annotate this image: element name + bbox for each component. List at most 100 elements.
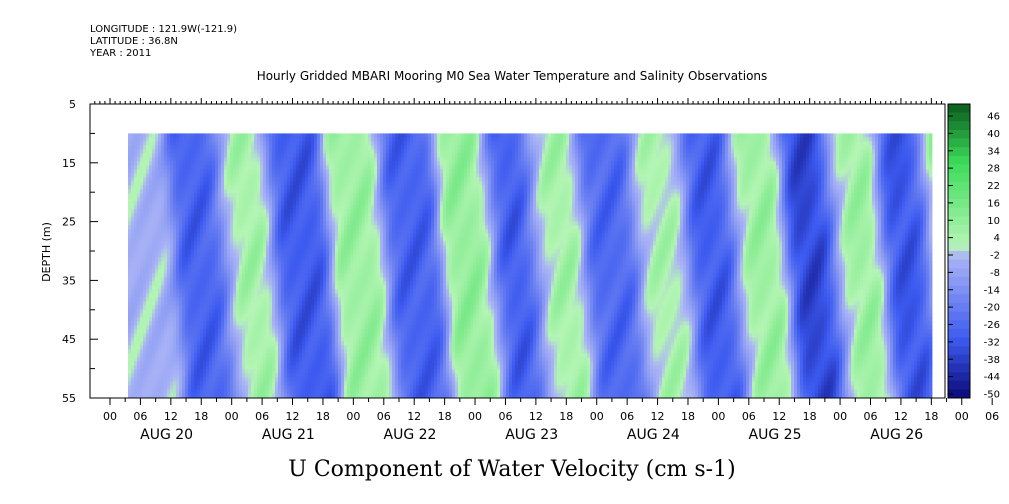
heatmap-cell <box>290 189 293 193</box>
heatmap-cell <box>254 361 257 365</box>
heatmap-cell <box>275 205 278 209</box>
heatmap-cell <box>221 197 224 201</box>
heatmap-cell <box>293 229 296 233</box>
heatmap-cell <box>251 189 254 193</box>
heatmap-cell <box>332 285 335 289</box>
heatmap-cell <box>173 381 176 385</box>
heatmap-cell <box>200 357 203 361</box>
heatmap-cell <box>311 197 314 201</box>
heatmap-cell <box>158 173 161 177</box>
heatmap-cell <box>140 337 143 341</box>
heatmap-cell <box>293 261 296 265</box>
heatmap-cell <box>218 209 221 213</box>
heatmap-cell <box>314 173 317 177</box>
heatmap-cell <box>347 385 350 389</box>
heatmap-cell <box>155 273 158 277</box>
heatmap-cell <box>248 137 251 141</box>
heatmap-cell <box>191 381 194 385</box>
heatmap-cell <box>185 349 188 353</box>
heatmap-cell <box>293 137 296 141</box>
heatmap-cell <box>257 361 260 365</box>
heatmap-cell <box>344 261 347 265</box>
heatmap-cell <box>344 137 347 141</box>
heatmap-cell <box>128 345 131 349</box>
heatmap-cell <box>350 245 353 249</box>
heatmap-cell <box>341 337 344 341</box>
heatmap-cell <box>164 165 167 169</box>
heatmap-cell <box>215 393 218 397</box>
heatmap-cell <box>341 193 344 197</box>
heatmap-cell <box>317 257 320 261</box>
heatmap-cell <box>245 393 248 397</box>
heatmap-cell <box>317 145 320 149</box>
heatmap-cell <box>311 173 314 177</box>
heatmap-cell <box>242 305 245 309</box>
heatmap-cell <box>287 133 290 137</box>
heatmap-cell <box>224 385 227 389</box>
heatmap-cell <box>293 373 296 377</box>
heatmap-cell <box>284 365 287 369</box>
heatmap-cell <box>134 261 137 265</box>
heatmap-cell <box>128 237 131 241</box>
heatmap-cell <box>176 393 179 397</box>
heatmap-cell <box>176 165 179 169</box>
heatmap-cell <box>146 165 149 169</box>
heatmap-cell <box>329 133 332 137</box>
heatmap-cell <box>323 209 326 213</box>
heatmap-cell <box>281 385 284 389</box>
heatmap-cell <box>248 245 251 249</box>
heatmap-cell <box>236 301 239 305</box>
heatmap-cell <box>281 241 284 245</box>
heatmap-cell <box>161 197 164 201</box>
heatmap-cell <box>140 197 143 201</box>
heatmap-cell <box>227 209 230 213</box>
heatmap-cell <box>161 181 164 185</box>
heatmap-cell <box>290 345 293 349</box>
heatmap-cell <box>272 161 275 165</box>
heatmap-cell <box>302 321 305 325</box>
heatmap-cell <box>143 369 146 373</box>
heatmap-cell <box>155 141 158 145</box>
heatmap-cell <box>140 169 143 173</box>
heatmap-cell <box>218 341 221 345</box>
heatmap-cell <box>260 301 263 305</box>
heatmap-cell <box>221 213 224 217</box>
heatmap-cell <box>314 245 317 249</box>
heatmap-cell <box>173 289 176 293</box>
heatmap-cell <box>137 229 140 233</box>
heatmap-cell <box>239 333 242 337</box>
heatmap-cell <box>152 205 155 209</box>
heatmap-cell <box>182 281 185 285</box>
heatmap-cell <box>305 365 308 369</box>
heatmap-cell <box>350 249 353 253</box>
heatmap-cell <box>188 253 191 257</box>
heatmap-cell <box>248 385 251 389</box>
heatmap-cell <box>185 229 188 233</box>
heatmap-cell <box>131 265 134 269</box>
heatmap-cell <box>194 273 197 277</box>
heatmap-cell <box>161 133 164 137</box>
heatmap-cell <box>311 329 314 333</box>
heatmap-cell <box>209 277 212 281</box>
heatmap-cell <box>176 337 179 341</box>
heatmap-cell <box>200 161 203 165</box>
heatmap-cell <box>203 241 206 245</box>
heatmap-cell <box>275 169 278 173</box>
heatmap-cell <box>251 133 254 137</box>
heatmap-cell <box>341 161 344 165</box>
heatmap-cell <box>158 333 161 337</box>
heatmap-cell <box>260 185 263 189</box>
heatmap-cell <box>269 225 272 229</box>
heatmap-cell <box>164 141 167 145</box>
heatmap-cell <box>215 353 218 357</box>
heatmap-cell <box>341 321 344 325</box>
heatmap-cell <box>185 329 188 333</box>
heatmap-cell <box>239 225 242 229</box>
heatmap-cell <box>194 341 197 345</box>
heatmap-cell <box>233 169 236 173</box>
heatmap-cell <box>305 353 308 357</box>
heatmap-cell <box>191 221 194 225</box>
heatmap-cell <box>284 245 287 249</box>
heatmap-cell <box>152 149 155 153</box>
heatmap-cell <box>335 189 338 193</box>
